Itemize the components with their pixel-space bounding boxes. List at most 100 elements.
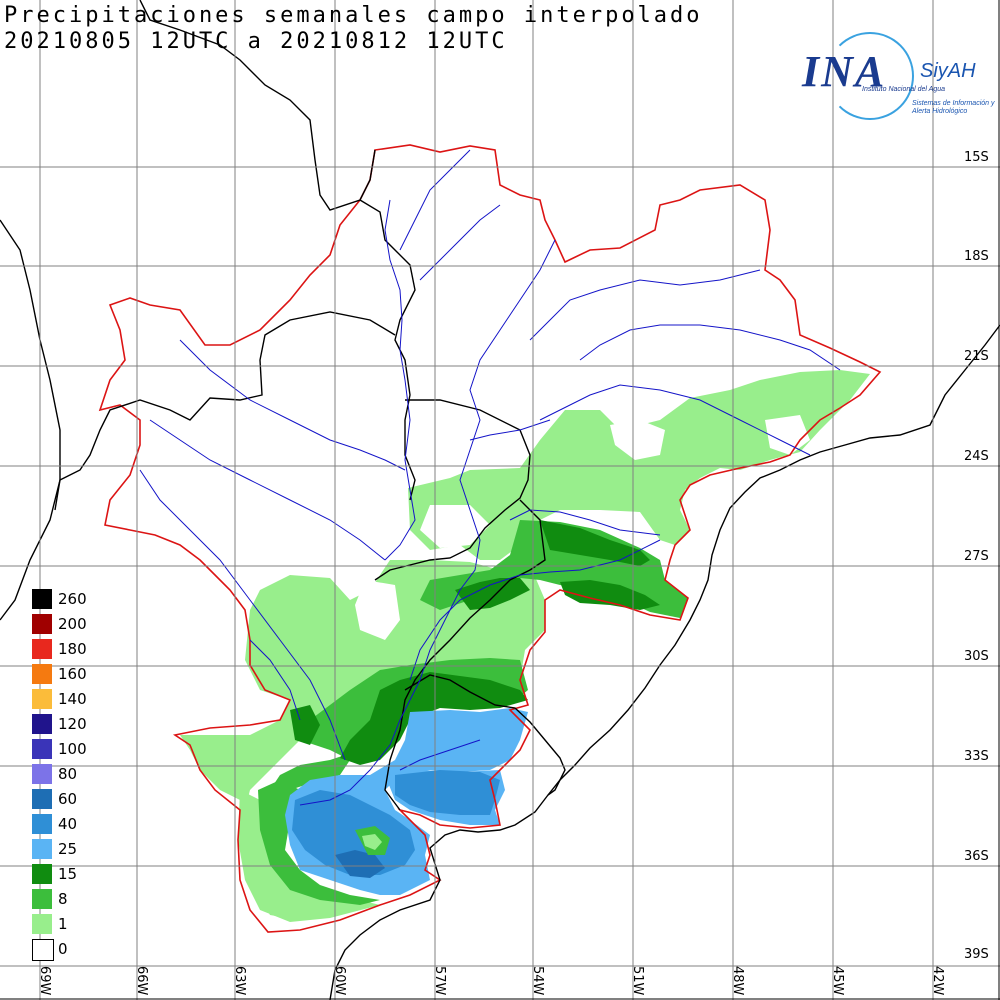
ina-siyah-logo: INA SiyAH Instituto Nacional del Agua Si… <box>798 28 998 130</box>
legend-swatch <box>32 689 52 709</box>
legend-swatch <box>32 739 52 759</box>
logo-ring <box>826 32 914 120</box>
legend-item: 120 <box>32 712 152 736</box>
lon-label: 54W <box>530 966 545 996</box>
border-argentina-brazil <box>384 499 546 811</box>
legend-swatch <box>32 639 52 659</box>
field-gap-1 <box>420 505 490 548</box>
lat-label: 24S <box>964 449 989 464</box>
lon-label: 51W <box>630 966 645 996</box>
river-tributary-2 <box>249 639 301 721</box>
legend-swatch <box>32 714 52 734</box>
legend-item: 260 <box>32 587 152 611</box>
legend-item: 80 <box>32 762 152 786</box>
legend-value: 100 <box>58 740 87 758</box>
river-grande <box>579 324 841 371</box>
river-pantanal <box>399 149 471 251</box>
coastline <box>329 324 1000 1000</box>
legend-item: 15 <box>32 862 152 886</box>
border-andes <box>0 219 61 621</box>
lon-label: 63W <box>232 966 247 996</box>
legend-swatch <box>32 789 52 809</box>
legend-value: 40 <box>58 815 78 833</box>
border-uruguay-brazil <box>404 674 566 796</box>
legend-swatch <box>32 889 52 909</box>
map-title: Precipitaciones semanales campo interpol… <box>4 3 703 28</box>
legend-swatch <box>32 939 54 961</box>
river-parana <box>299 239 556 806</box>
legend-value: 200 <box>58 615 87 633</box>
legend-item: 60 <box>32 787 152 811</box>
field-40mm-east <box>395 770 500 815</box>
legend-swatch <box>32 664 52 684</box>
legend-value: 260 <box>58 590 87 608</box>
field-60mm <box>335 850 385 878</box>
field-1mm-south <box>180 560 545 920</box>
legend-value: 160 <box>58 665 87 683</box>
field-1mm-southwest <box>238 790 380 922</box>
legend-item: 140 <box>32 687 152 711</box>
lon-label: 48W <box>730 966 745 996</box>
legend-swatch <box>32 814 52 834</box>
field-gap-2 <box>355 580 400 640</box>
legend-item: 180 <box>32 637 152 661</box>
rivers <box>139 149 841 806</box>
legend-item: 1 <box>32 912 152 936</box>
legend-value: 1 <box>58 915 68 933</box>
legend-value: 140 <box>58 690 87 708</box>
lat-label: 27S <box>964 549 989 564</box>
lat-label: 39S <box>964 947 989 962</box>
legend-value: 0 <box>58 940 68 958</box>
river-tiete <box>539 384 811 456</box>
legend-value: 120 <box>58 715 87 733</box>
lat-label: 30S <box>964 649 989 664</box>
lat-label: 36S <box>964 849 989 864</box>
legend-swatch <box>32 764 52 784</box>
lon-label: 45W <box>830 966 845 996</box>
basin-outline <box>98 144 882 933</box>
logo-subtitle: Instituto Nacional del Agua <box>862 86 946 93</box>
field-15mm-mid <box>340 672 528 765</box>
legend-item: 25 <box>32 837 152 861</box>
lat-label: 18S <box>964 249 989 264</box>
legend-item: 200 <box>32 612 152 636</box>
legend-item: 0 <box>32 937 152 961</box>
river-paranaiba <box>529 269 761 341</box>
lat-label: 21S <box>964 349 989 364</box>
river-pilcomayo <box>179 339 406 471</box>
precipitation-field <box>180 370 870 922</box>
border-paraguay-brazil <box>374 399 531 581</box>
river-cuiaba <box>419 204 501 281</box>
legend-value: 80 <box>58 765 78 783</box>
legend-item: 8 <box>32 887 152 911</box>
field-15mm-west <box>290 705 320 745</box>
legend-swatch <box>32 864 52 884</box>
legend-value: 15 <box>58 865 78 883</box>
legend-item: 40 <box>32 812 152 836</box>
legend-swatch <box>32 589 52 609</box>
legend-item: 100 <box>32 737 152 761</box>
field-1mm-north <box>408 370 870 560</box>
logo-side-text: SiyAH <box>920 60 976 82</box>
legend-item: 160 <box>32 662 152 686</box>
lon-label: 42W <box>930 966 945 996</box>
field-15mm-east2 <box>560 580 660 610</box>
logo-main-text: INA <box>802 47 887 96</box>
lon-label: 66W <box>134 966 149 996</box>
legend-value: 25 <box>58 840 78 858</box>
lon-label: 69W <box>37 966 52 996</box>
map-period: 20210805 12UTC a 20210812 12UTC <box>4 29 508 54</box>
field-gap-4 <box>765 415 810 455</box>
legend-swatch <box>32 614 52 634</box>
river-tributary-1 <box>469 419 551 441</box>
legend-swatch <box>32 914 52 934</box>
lat-label: 33S <box>964 749 989 764</box>
border-brazil-west <box>139 0 376 211</box>
legend-value: 60 <box>58 790 78 808</box>
field-1mm-pocket <box>362 834 382 850</box>
lat-label: 15S <box>964 150 989 165</box>
field-15mm-center <box>455 578 530 610</box>
legend-value: 180 <box>58 640 87 658</box>
